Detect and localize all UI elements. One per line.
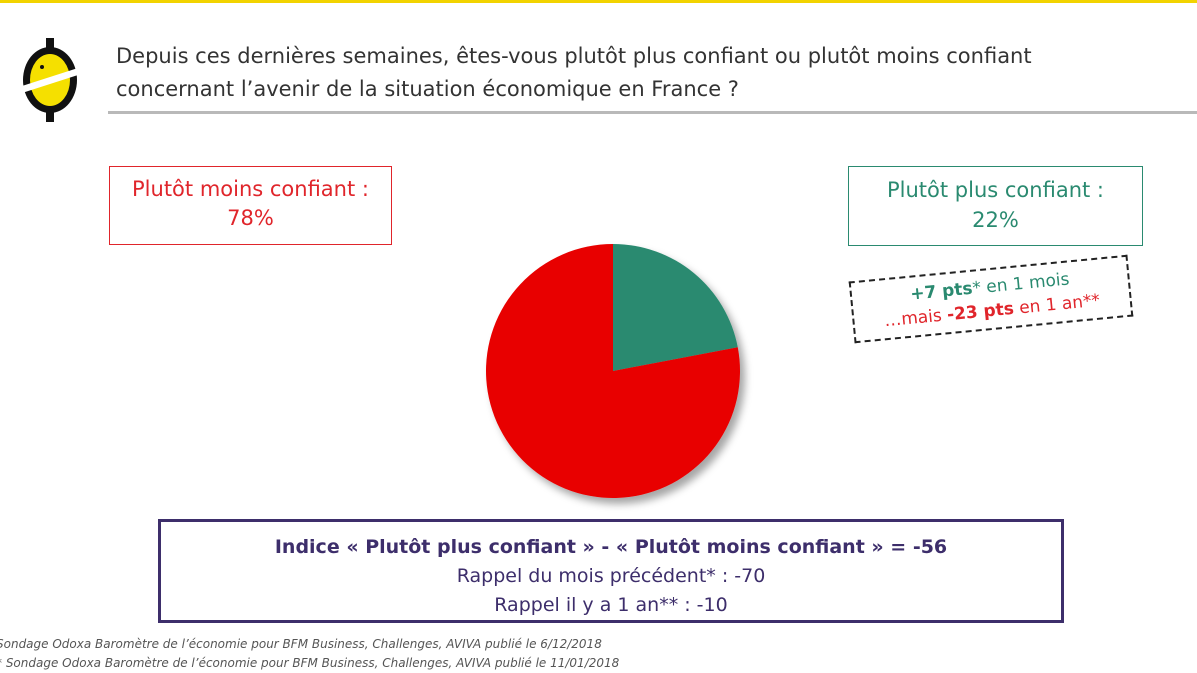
odoxa-logo-icon xyxy=(22,38,78,122)
footnotes: Sondage Odoxa Baromètre de l’économie po… xyxy=(0,635,619,673)
evolution-callout: +7 pts* en 1 mois …mais -23 pts en 1 an*… xyxy=(848,254,1134,344)
moins-confiant-value: 78% xyxy=(227,206,274,230)
pie-slice-plus-confiant xyxy=(613,244,738,371)
evolution-year-rest: en 1 an** xyxy=(1012,290,1101,319)
index-recall-month: Rappel du mois précédent* : -70 xyxy=(456,565,766,587)
plus-confiant-label: Plutôt plus confiant : xyxy=(887,178,1104,202)
evolution-year-prefix: …mais xyxy=(883,305,949,332)
top-accent-bar xyxy=(0,0,1197,3)
index-box: Indice « Plutôt plus confiant » - « Plut… xyxy=(158,519,1064,623)
footnote-1: Sondage Odoxa Baromètre de l’économie po… xyxy=(0,637,602,651)
moins-confiant-box: Plutôt moins confiant : 78% xyxy=(109,166,392,245)
footnote-2: * Sondage Odoxa Baromètre de l’économie … xyxy=(0,656,620,670)
question-title: Depuis ces dernières semaines, êtes-vous… xyxy=(116,40,1176,106)
index-title: Indice « Plutôt plus confiant » - « Plut… xyxy=(274,536,948,558)
question-line-2: concernant l’avenir de la situation écon… xyxy=(116,77,739,101)
title-divider xyxy=(108,111,1197,114)
plus-confiant-box: Plutôt plus confiant : 22% xyxy=(848,166,1143,246)
pie-slice-moins-confiant xyxy=(486,244,740,498)
confidence-pie-chart xyxy=(486,244,740,498)
question-line-1: Depuis ces dernières semaines, êtes-vous… xyxy=(116,44,1032,68)
index-recall-year: Rappel il y a 1 an** : -10 xyxy=(494,594,728,616)
moins-confiant-label: Plutôt moins confiant : xyxy=(132,177,369,201)
evolution-year-points: -23 pts xyxy=(946,298,1015,326)
plus-confiant-value: 22% xyxy=(972,208,1019,232)
